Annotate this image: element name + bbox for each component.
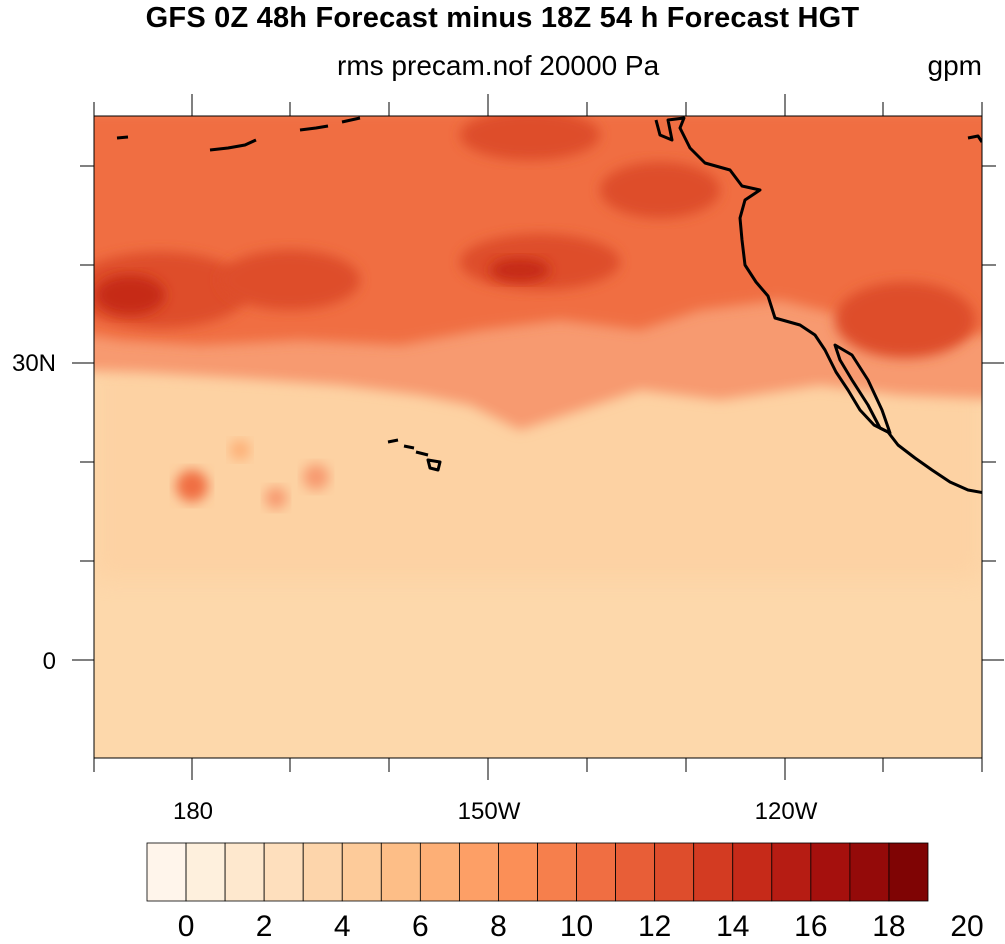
lon-label-120w: 120W [754, 798, 818, 825]
baja-california [833, 343, 892, 435]
blob-2 [303, 464, 329, 490]
colorbar-swatch [341, 842, 382, 902]
units-label: gpm [927, 50, 982, 81]
colorbar-swatch [302, 842, 343, 902]
max-region-west2 [220, 250, 360, 310]
blob-3 [265, 487, 287, 509]
colorbar-swatch [537, 842, 577, 902]
coast-fragment-ne [967, 134, 982, 143]
colorbar-swatch [849, 842, 890, 902]
max-region-northeast [600, 162, 720, 218]
colorbar-label: 4 [333, 910, 351, 943]
hawaii-maui [415, 450, 429, 457]
colorbar-swatch [654, 842, 695, 902]
axis-ticks [72, 94, 1004, 780]
colorbar-swatch [771, 842, 812, 902]
blob-4 [230, 440, 250, 460]
forecast-field [94, 116, 982, 758]
colorbar-label: 16 [794, 910, 828, 943]
peak-region-west [95, 275, 165, 315]
colorbar [146, 842, 929, 902]
colorbar-swatch [185, 842, 226, 902]
colorbar-swatch [146, 842, 187, 902]
lat-label-30n: 30N [11, 350, 56, 377]
colorbar-swatch [576, 842, 616, 902]
colorbar-label: 0 [177, 910, 195, 943]
colorbar-label: 10 [559, 910, 594, 943]
colorbar-label: 14 [716, 910, 750, 943]
colorbar-swatch [380, 842, 421, 902]
colorbar-swatch [732, 842, 773, 902]
map-subtitle: rms precam.nof 20000 Pa [337, 50, 660, 81]
blob-1 [176, 470, 208, 502]
hawaii-big-island [426, 458, 442, 472]
colorbar-label: 20 [950, 910, 984, 943]
colorbar-swatch [810, 842, 851, 902]
lon-label-180: 180 [172, 798, 214, 825]
colorbar-swatch [419, 842, 460, 902]
hawaii-kauai [387, 438, 399, 444]
lon-label-150w: 150W [457, 798, 521, 825]
colorbar-swatch [263, 842, 304, 902]
aleutian-1 [116, 135, 129, 140]
colorbar-label: 2 [255, 910, 273, 943]
colorbar-swatch [458, 842, 499, 902]
colorbar-label: 6 [412, 910, 429, 943]
aleutian-3 [299, 124, 329, 132]
plot-frame [93, 115, 983, 759]
colorbar-swatch [888, 842, 929, 902]
colorbar-swatch [615, 842, 656, 902]
aleutian-2 [209, 138, 257, 152]
hawaii-oahu [403, 444, 415, 450]
colorbar-label: 8 [490, 910, 507, 943]
colorbar-label: 12 [637, 910, 672, 943]
colorbar-swatch [693, 842, 734, 902]
coastline [116, 116, 982, 494]
max-region-east [835, 282, 975, 358]
colorbar-swatch [224, 842, 265, 902]
lat-label-0: 0 [42, 648, 56, 675]
map-title: GFS 0Z 48h Forecast minus 18Z 54 h Forec… [145, 2, 860, 34]
max-region-north [460, 116, 600, 160]
colorbar-label: 18 [872, 910, 906, 943]
north-america-coast [654, 116, 982, 494]
peak-region-central [490, 258, 550, 282]
aleutian-4 [341, 116, 361, 124]
colorbar-swatch [498, 842, 538, 902]
